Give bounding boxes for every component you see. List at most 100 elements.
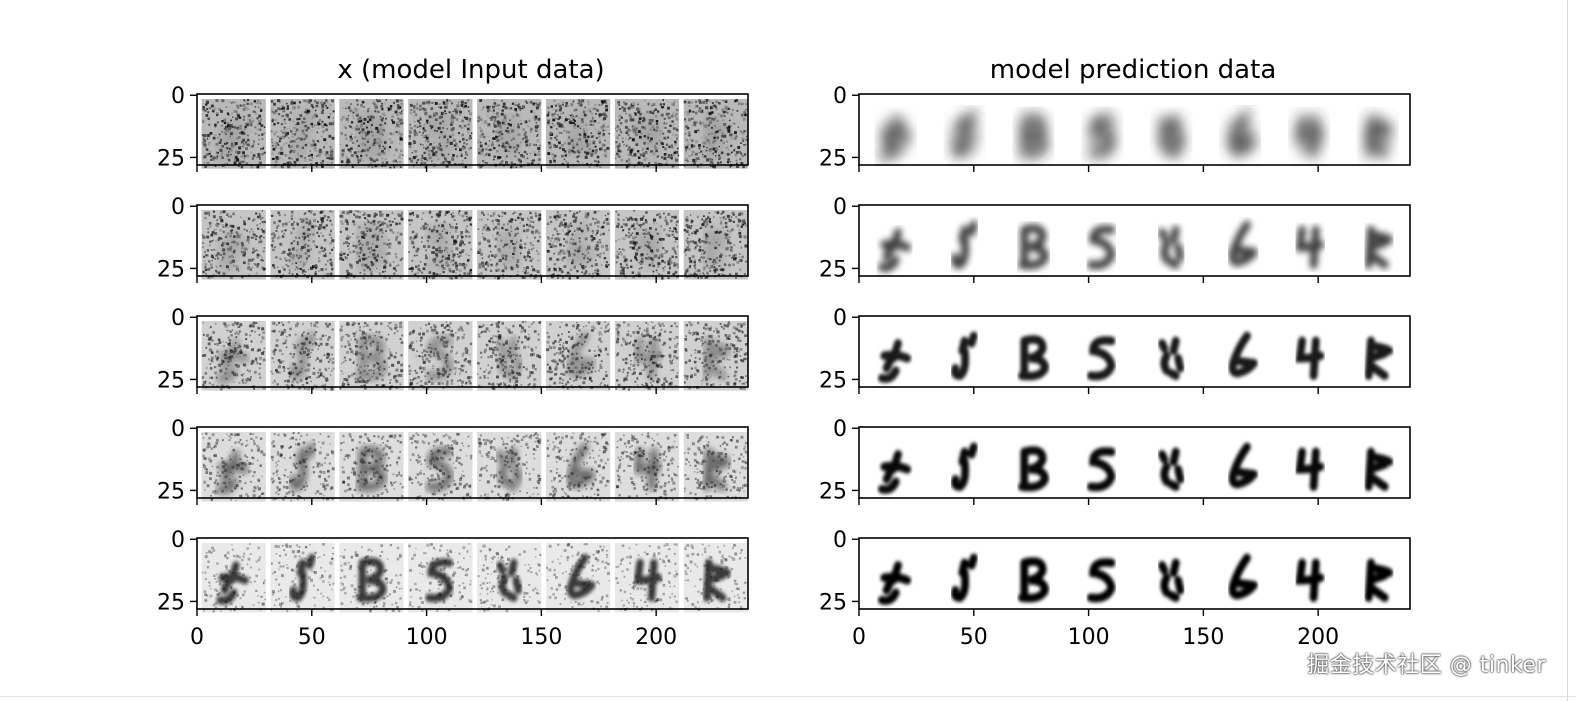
right-digit-cell — [1295, 447, 1325, 491]
right-panel-title: model prediction data — [990, 55, 1277, 85]
right-digit-cell — [1086, 558, 1116, 603]
left-digit-cell — [477, 320, 542, 391]
left-axes-frame — [196, 93, 749, 166]
right-digit-cell — [1017, 112, 1050, 160]
right-digit-cell — [950, 442, 978, 491]
left-row-4: 0 25 — [157, 417, 749, 505]
left-digit-cell — [614, 431, 680, 502]
right-digit-cell — [878, 450, 912, 494]
y-tick-label: 0 — [171, 528, 185, 553]
left-digit-cell — [339, 209, 404, 280]
x-tick-label: 200 — [635, 625, 677, 650]
right-digit-cell — [1364, 558, 1394, 602]
x-tick-label: 0 — [190, 625, 204, 650]
x-tick-label: 150 — [520, 625, 562, 650]
y-tick-label: 25 — [157, 590, 185, 615]
right-digit-cell — [950, 553, 978, 602]
left-digit-cell — [201, 542, 266, 613]
left-digit-cell — [545, 431, 611, 502]
right-digit-cell — [1156, 113, 1187, 159]
right-digit-cell — [1158, 336, 1185, 380]
x-tick-label: 100 — [406, 625, 448, 650]
y-tick-label: 25 — [819, 146, 847, 171]
left-digit-cell — [339, 431, 404, 502]
left-axes-frame — [196, 426, 749, 499]
right-digit-cell — [1158, 225, 1185, 269]
right-digit-cell — [1295, 558, 1325, 602]
left-axes-frame — [196, 315, 749, 388]
left-digit-cell — [477, 209, 542, 280]
right-row-1: 0 25 — [819, 84, 1411, 172]
left-axes-frame — [196, 204, 749, 277]
right-digit-cell — [878, 561, 912, 605]
left-digit-cell — [408, 320, 473, 391]
left-digit-cell — [201, 209, 266, 280]
right-digit-cell — [1228, 442, 1258, 489]
y-tick-label: 25 — [157, 479, 185, 504]
left-axes-frame — [196, 537, 749, 610]
y-tick-label: 25 — [157, 146, 185, 171]
right-digit-cell — [1295, 336, 1325, 380]
y-tick-label: 25 — [157, 368, 185, 393]
left-digit-cell — [683, 209, 748, 280]
right-digit-cell — [1228, 553, 1258, 600]
left-digit-cell — [477, 542, 542, 613]
right-digit-cell — [1362, 113, 1394, 159]
left-digit-cell — [201, 431, 266, 502]
y-tick-label: 0 — [171, 306, 185, 331]
right-row-3: 0 25 — [819, 306, 1411, 394]
left-digit-cell — [477, 431, 542, 502]
left-digit-cell — [339, 320, 404, 391]
right-digit-cell — [1158, 447, 1185, 491]
right-axes-frame — [858, 315, 1411, 388]
left-digit-cell — [683, 431, 748, 502]
right-digit-cell — [1225, 108, 1259, 158]
left-digit-cell — [270, 209, 335, 280]
right-digit-cell — [1158, 558, 1185, 602]
left-digit-cell — [270, 431, 335, 502]
y-tick-label: 25 — [819, 257, 847, 282]
left-digit-cell — [683, 98, 748, 169]
y-tick-label: 0 — [171, 84, 185, 109]
left-digit-cell — [408, 542, 473, 613]
y-tick-label: 0 — [833, 417, 847, 442]
left-digit-cell — [339, 542, 404, 613]
x-tick-label: 150 — [1182, 625, 1224, 650]
left-digit-cell — [614, 209, 680, 280]
right-digit-cell — [1086, 447, 1116, 492]
x-tick-label: 200 — [1297, 625, 1339, 650]
right-axes-frame — [858, 426, 1411, 499]
y-tick-label: 25 — [819, 368, 847, 393]
window-edge — [1567, 0, 1568, 701]
right-digit-cell — [1086, 225, 1116, 270]
left-digit-cell — [545, 542, 611, 613]
left-digit-cell — [270, 98, 335, 169]
right-axes-frame — [858, 93, 1411, 166]
right-digit-cell — [950, 331, 978, 380]
right-digit-cell — [1364, 225, 1394, 269]
left-digit-cell — [683, 542, 748, 613]
left-row-3: 0 25 — [157, 306, 749, 394]
left-digit-cell — [614, 320, 680, 391]
y-tick-label: 0 — [171, 195, 185, 220]
y-tick-label: 25 — [819, 590, 847, 615]
right-axes-frame — [858, 537, 1411, 610]
y-tick-label: 25 — [157, 257, 185, 282]
y-tick-label: 0 — [171, 417, 185, 442]
left-digit-cell — [545, 320, 611, 391]
left-digit-cell — [201, 320, 266, 391]
right-digit-cell — [1018, 224, 1049, 270]
right-row-2: 0 25 — [819, 195, 1411, 283]
right-digit-cell — [950, 220, 978, 269]
left-digit-cell — [545, 209, 611, 280]
left-digit-cell — [614, 542, 680, 613]
y-tick-label: 0 — [833, 306, 847, 331]
right-digit-cell — [1018, 446, 1049, 492]
right-axes-frame — [858, 204, 1411, 277]
right-digit-cell — [1295, 225, 1325, 269]
x-tick-label: 50 — [960, 625, 988, 650]
left-digit-cell — [270, 320, 335, 391]
left-panel-title: x (model Input data) — [337, 55, 604, 85]
